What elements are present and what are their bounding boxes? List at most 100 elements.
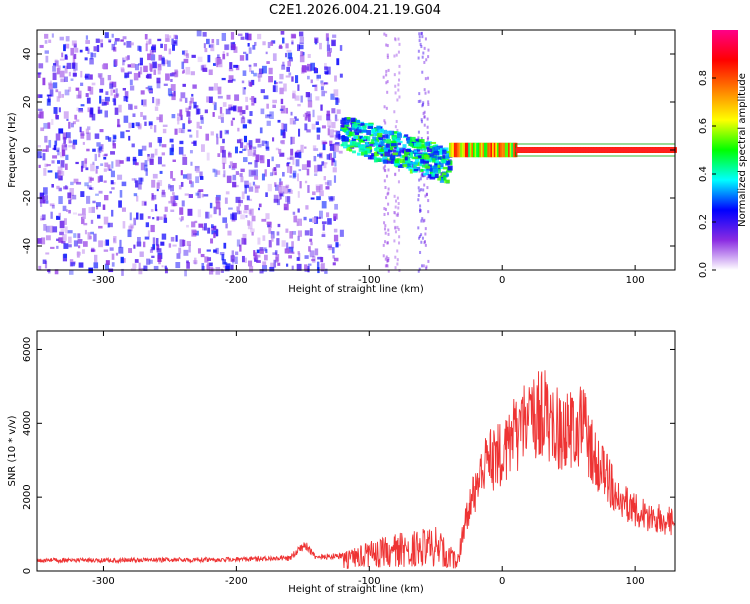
- heatmap-cell: [125, 96, 129, 103]
- heatmap-cell: [52, 63, 56, 66]
- heatmap-cell: [103, 168, 107, 172]
- heatmap-cell: [257, 33, 262, 40]
- heatmap-cell: [170, 72, 175, 77]
- heatmap-cell: [204, 109, 208, 114]
- heatmap-cell: [61, 240, 66, 244]
- heatmap-cell: [219, 252, 225, 256]
- heatmap-cell: [68, 121, 71, 129]
- heatmap-cell: [171, 114, 176, 119]
- heatmap-cell: [157, 98, 161, 104]
- heatmap-cell: [150, 54, 156, 61]
- heatmap-cell: [214, 57, 220, 66]
- heatmap-cell: [422, 51, 425, 55]
- heatmap-cell: [329, 197, 334, 202]
- heatmap-cell: [200, 115, 204, 120]
- heatmap-cell: [487, 142, 491, 158]
- heatmap-cell: [115, 159, 121, 167]
- heatmap-cell: [384, 151, 391, 157]
- heatmap-cell: [319, 190, 324, 197]
- heatmap-cell: [393, 211, 396, 215]
- heatmap-cell: [297, 235, 300, 241]
- heatmap-cell: [423, 46, 426, 50]
- heatmap-cell: [138, 123, 142, 130]
- heatmap-cell: [179, 239, 185, 247]
- heatmap-cell: [121, 181, 127, 187]
- heatmap-cell: [263, 247, 267, 252]
- heatmap-cell: [80, 131, 85, 139]
- heatmap-cell: [197, 209, 201, 218]
- heatmap-cell: [176, 253, 181, 259]
- heatmap-cell: [78, 109, 84, 113]
- heatmap-cell: [377, 135, 382, 139]
- heatmap-cell: [286, 157, 291, 160]
- heatmap-cell: [279, 152, 285, 157]
- heatmap-cell: [275, 147, 279, 151]
- heatmap-cell: [393, 194, 396, 198]
- heatmap-cell: [424, 227, 427, 231]
- heatmap-cell: [422, 219, 425, 223]
- heatmap-cell: [394, 226, 397, 230]
- heatmap-cell: [198, 223, 204, 228]
- heatmap-cell: [418, 139, 425, 144]
- heatmap-cell: [279, 194, 282, 200]
- heatmap-cell: [398, 269, 401, 273]
- heatmap-cell: [472, 142, 476, 158]
- heatmap-cell: [216, 39, 220, 46]
- heatmap-cell: [37, 151, 42, 159]
- heatmap-cell: [91, 206, 96, 213]
- heatmap-cell: [257, 237, 261, 245]
- heatmap-cell: [267, 159, 270, 167]
- heatmap-cell: [240, 117, 246, 124]
- heatmap-cell: [198, 189, 204, 193]
- heatmap-cell: [88, 187, 93, 190]
- heatmap-cell: [57, 170, 61, 179]
- heatmap-cell: [140, 90, 145, 95]
- heatmap-cell: [157, 67, 161, 75]
- heatmap-cell: [229, 161, 233, 167]
- heatmap-cell: [390, 140, 396, 144]
- heatmap-cell: [174, 128, 178, 135]
- heatmap-cell: [290, 33, 296, 39]
- heatmap-cell: [249, 66, 252, 73]
- heatmap-cell: [129, 85, 135, 91]
- heatmap-cell: [228, 75, 234, 81]
- heatmap-cell: [313, 67, 317, 72]
- heatmap-cell: [286, 263, 289, 267]
- heatmap-cell: [165, 73, 170, 81]
- colorbar-gradient: [712, 30, 738, 270]
- heatmap-cell: [342, 127, 347, 133]
- heatmap-cell: [191, 54, 196, 58]
- heatmap-cell: [37, 108, 43, 112]
- heatmap-cell: [269, 266, 275, 272]
- heatmap-cell: [178, 247, 182, 254]
- snr-series-line: [36, 370, 676, 569]
- heatmap-cell: [188, 106, 192, 110]
- heatmap-cell: [299, 42, 304, 45]
- heatmap-cell: [346, 144, 352, 148]
- heatmap-cell: [383, 212, 386, 216]
- heatmap-cell: [56, 215, 61, 220]
- heatmap-cell: [298, 151, 302, 159]
- heatmap-cell: [93, 262, 99, 269]
- heatmap-cell: [163, 59, 169, 65]
- heatmap-cell: [320, 86, 324, 91]
- heatmap-cell: [239, 138, 243, 142]
- heatmap-cell: [100, 43, 104, 48]
- heatmap-cell: [149, 259, 153, 264]
- heatmap-cell: [242, 110, 246, 115]
- heatmap-cell: [112, 143, 117, 149]
- heatmap-cell: [252, 146, 257, 150]
- heatmap-cell: [253, 169, 259, 177]
- heatmap-cell: [428, 153, 434, 157]
- heatmap-cell: [163, 83, 168, 86]
- heatmap-cell: [290, 111, 293, 116]
- heatmap-cell: [266, 114, 272, 117]
- heatmap-cell: [386, 80, 389, 84]
- heatmap-cell: [442, 154, 446, 159]
- heatmap-cell: [63, 243, 69, 249]
- heatmap-cell: [85, 46, 89, 51]
- heatmap-cell: [363, 154, 370, 157]
- heatmap-cell: [159, 114, 163, 123]
- heatmap-cell: [376, 158, 382, 162]
